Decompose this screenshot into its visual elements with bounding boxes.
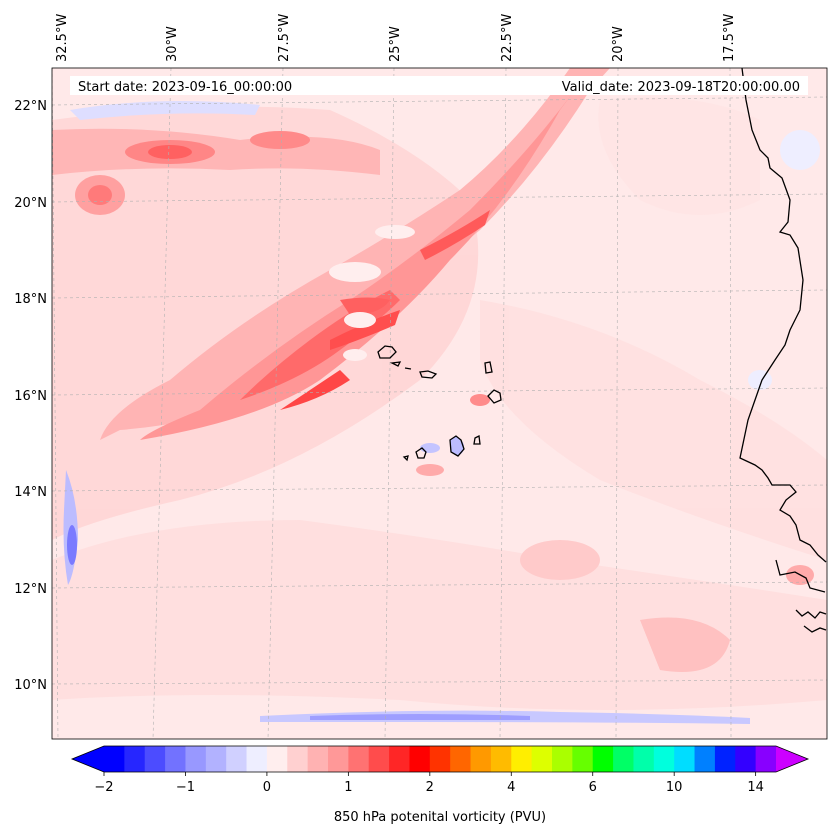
colorbar-tick-label: 1 bbox=[344, 780, 352, 795]
colorbar-segment bbox=[368, 746, 390, 772]
cape-verde-islands bbox=[377, 345, 502, 462]
lat-label: 10°N bbox=[14, 678, 47, 693]
colorbar-under-triangle bbox=[72, 746, 104, 772]
colorbar-segment bbox=[531, 746, 553, 772]
africa-coast bbox=[739, 68, 827, 563]
colorbar-over-triangle bbox=[776, 746, 808, 772]
colorbar-segment bbox=[633, 746, 655, 772]
colorbar-segments bbox=[104, 746, 777, 772]
colorbar-label: 850 hPa potenital vorticity (PVU) bbox=[334, 810, 546, 825]
lon-label: 32.5°W bbox=[55, 14, 70, 62]
colorbar-segment bbox=[348, 746, 370, 772]
colorbar-segment bbox=[694, 746, 716, 772]
map-frame bbox=[51, 67, 828, 740]
lat-label: 12°N bbox=[14, 582, 47, 597]
longitude-labels: 32.5°W 30°W 27.5°W 25°W 22.5°W 20°W 17.5… bbox=[55, 14, 737, 62]
colorbar-segment bbox=[735, 746, 757, 772]
colorbar-tick-label: −2 bbox=[94, 780, 113, 795]
colorbar-segment bbox=[205, 746, 227, 772]
gridlines bbox=[52, 68, 827, 739]
colorbar-segment bbox=[653, 746, 675, 772]
colorbar-segment bbox=[287, 746, 309, 772]
colorbar-segment bbox=[185, 746, 207, 772]
colorbar-segment bbox=[266, 746, 288, 772]
colorbar-segment bbox=[714, 746, 736, 772]
colorbar: −2 −1 0 1 2 4 6 10 14 850 hPa potenital vorticit… bbox=[70, 745, 810, 825]
lon-label: 17.5°W bbox=[722, 14, 737, 62]
colorbar-segment bbox=[307, 746, 329, 772]
colorbar-ticks: −2 −1 0 1 2 4 6 10 14 bbox=[94, 772, 764, 795]
colorbar-segment bbox=[592, 746, 614, 772]
coastlines bbox=[377, 68, 827, 633]
colorbar-tick-label: −1 bbox=[176, 780, 195, 795]
colorbar-segment bbox=[755, 746, 777, 772]
valid-date-label: Valid_date: 2023-09-18T20:00:00.00 bbox=[562, 80, 800, 95]
colorbar-segment bbox=[490, 746, 512, 772]
colorbar-tick-label: 6 bbox=[589, 780, 597, 795]
colorbar-tick-label: 4 bbox=[507, 780, 515, 795]
colorbar-segment bbox=[328, 746, 349, 772]
lat-label: 18°N bbox=[14, 292, 47, 307]
colorbar-tick-label: 2 bbox=[426, 780, 434, 795]
lat-label: 20°N bbox=[14, 196, 47, 211]
colorbar-segment bbox=[613, 746, 634, 772]
lat-label: 22°N bbox=[14, 99, 47, 114]
colorbar-segment bbox=[572, 746, 594, 772]
colorbar-segment bbox=[450, 746, 472, 772]
colorbar-segment bbox=[552, 746, 573, 772]
lat-label: 14°N bbox=[14, 485, 47, 500]
lon-label: 27.5°W bbox=[277, 14, 292, 62]
lon-label: 22.5°W bbox=[500, 14, 515, 62]
colorbar-segment bbox=[389, 746, 410, 772]
pv-field bbox=[52, 68, 827, 724]
colorbar-segment bbox=[144, 746, 166, 772]
lat-label: 16°N bbox=[14, 389, 47, 404]
lon-label: 30°W bbox=[165, 26, 180, 62]
lon-label: 25°W bbox=[388, 26, 403, 62]
colorbar-segment bbox=[165, 746, 186, 772]
lon-label: 20°W bbox=[611, 26, 626, 62]
start-date-label: Start date: 2023-09-16_00:00:00 bbox=[78, 80, 292, 95]
colorbar-segment bbox=[470, 746, 492, 772]
colorbar-segment bbox=[409, 746, 431, 772]
colorbar-tick-label: 0 bbox=[263, 780, 271, 795]
colorbar-segment bbox=[226, 746, 248, 772]
latitude-labels: 22°N 20°N 18°N 16°N 14°N 12°N 10°N bbox=[14, 99, 47, 693]
colorbar-segment bbox=[104, 746, 125, 772]
colorbar-tick-label: 10 bbox=[666, 780, 683, 795]
colorbar-tick-label: 14 bbox=[747, 780, 764, 795]
map-panel[interactable]: Start date: 2023-09-16_00:00:00 Valid_da… bbox=[51, 67, 828, 740]
colorbar-segment bbox=[124, 746, 146, 772]
header-strip bbox=[70, 76, 808, 95]
colorbar-segment bbox=[511, 746, 533, 772]
colorbar-segment bbox=[429, 746, 451, 772]
colorbar-segment bbox=[246, 746, 268, 772]
colorbar-segment bbox=[674, 746, 696, 772]
